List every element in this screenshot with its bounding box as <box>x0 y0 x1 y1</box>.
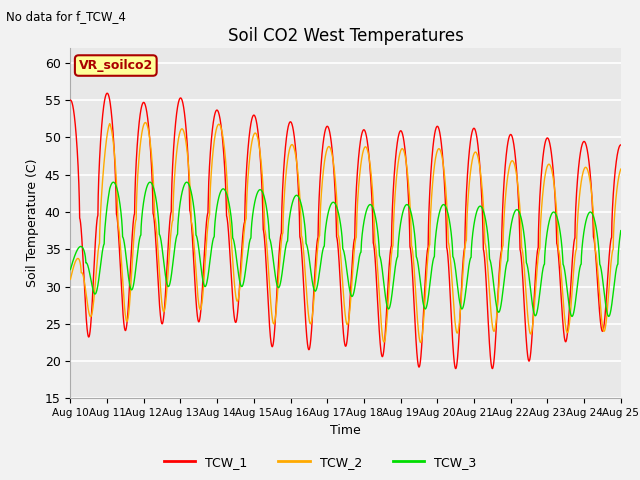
TCW_2 <box>612 190 620 195</box>
TCW_3 <box>313 284 321 290</box>
TCW_1 <box>617 142 625 148</box>
TCW_3 <box>146 180 154 185</box>
TCW_1 <box>103 90 111 96</box>
TCW_1 <box>488 366 496 372</box>
TCW_2 <box>195 298 202 303</box>
Text: No data for f_TCW_4: No data for f_TCW_4 <box>6 10 126 23</box>
TCW_1 <box>67 97 74 103</box>
Title: Soil CO2 West Temperatures: Soil CO2 West Temperatures <box>228 27 463 45</box>
Line: TCW_2: TCW_2 <box>70 122 621 343</box>
TCW_1 <box>195 318 202 324</box>
TCW_3 <box>617 228 625 233</box>
X-axis label: Time: Time <box>330 424 361 437</box>
TCW_3 <box>67 267 74 273</box>
Y-axis label: Soil Temperature (C): Soil Temperature (C) <box>26 159 39 288</box>
TCW_3 <box>605 313 612 319</box>
TCW_1 <box>313 239 321 245</box>
Line: TCW_3: TCW_3 <box>70 182 621 316</box>
Line: TCW_1: TCW_1 <box>70 93 621 369</box>
TCW_3 <box>612 265 620 271</box>
TCW_3 <box>197 266 205 272</box>
TCW_3 <box>195 242 202 248</box>
TCW_3 <box>274 284 282 290</box>
TCW_2 <box>67 276 74 282</box>
Text: VR_soilco2: VR_soilco2 <box>79 59 153 72</box>
TCW_2 <box>617 166 625 172</box>
TCW_2 <box>274 285 282 291</box>
TCW_2 <box>313 252 321 257</box>
TCW_1 <box>197 302 205 308</box>
TCW_1 <box>200 256 208 262</box>
TCW_2 <box>141 120 149 125</box>
TCW_2 <box>197 304 205 310</box>
TCW_3 <box>200 282 208 288</box>
TCW_1 <box>274 270 282 276</box>
TCW_2 <box>200 276 208 282</box>
Legend: TCW_1, TCW_2, TCW_3: TCW_1, TCW_2, TCW_3 <box>159 451 481 474</box>
TCW_1 <box>612 156 620 162</box>
TCW_2 <box>417 340 424 346</box>
